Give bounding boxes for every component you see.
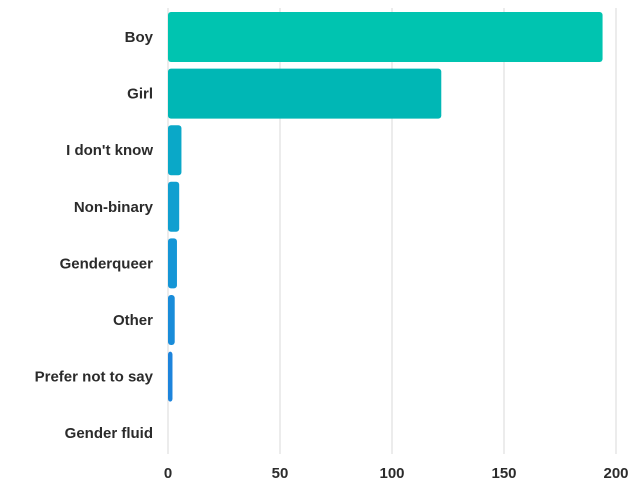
category-label: Girl [127, 86, 153, 103]
bar-non-binary [168, 181, 180, 232]
category-label: I don't know [66, 142, 153, 159]
category-label: Boy [125, 29, 154, 46]
category-label: Other [113, 312, 153, 329]
bar-boy [168, 12, 603, 62]
x-axis-ticks: 0 50 100 150 200 [164, 465, 629, 482]
bar-prefer-not-to-say [168, 351, 173, 402]
category-label: Prefer not to say [35, 369, 154, 386]
x-tick-label: 100 [379, 465, 404, 482]
bars [168, 12, 603, 402]
x-tick-label: 200 [603, 465, 628, 482]
category-label: Non-binary [74, 199, 154, 216]
category-label: Genderqueer [60, 255, 154, 272]
category-labels: Boy Girl I don't know Non-binary Genderqueer… [35, 29, 154, 442]
x-tick-label: 50 [272, 465, 289, 482]
bar-girl [168, 68, 442, 119]
bar-other [168, 295, 175, 345]
bar-genderqueer [168, 238, 177, 289]
x-tick-label: 0 [164, 465, 172, 482]
x-tick-label: 150 [491, 465, 516, 482]
category-label: Gender fluid [65, 425, 153, 442]
bar-i-don-t-know [168, 125, 182, 176]
